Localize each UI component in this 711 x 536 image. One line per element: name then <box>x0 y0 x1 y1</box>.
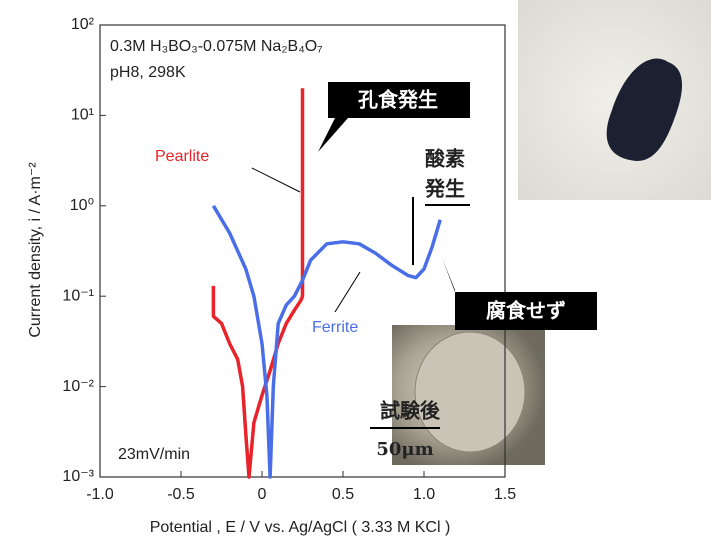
micrograph-photo <box>518 0 711 200</box>
x-tick-label: -1.0 <box>86 486 114 503</box>
y-tick-label: 10⁻² <box>62 378 94 395</box>
x-tick-label: -0.5 <box>167 486 195 503</box>
plot-frame <box>99 24 506 478</box>
x-tick-label: 1.5 <box>494 486 516 503</box>
chart-title: 0.3M H₃BO₃-0.075M Na₂B₄O₇ <box>110 38 323 55</box>
y-axis-label: Current density, i / A·m⁻² <box>27 162 44 338</box>
annotation: 試験後 <box>380 399 441 423</box>
y-tick-label: 10⁻³ <box>62 468 94 485</box>
y-tick-label: 10² <box>71 16 95 33</box>
arrow <box>251 167 301 193</box>
x-tick-label: 0.5 <box>332 486 354 503</box>
series-label: Ferrite <box>312 319 358 336</box>
data-line <box>211 88 305 479</box>
annotation: 酸素 <box>425 147 465 171</box>
annotation: 孔食発生 <box>358 88 438 112</box>
callout-box <box>318 82 470 152</box>
callout-box <box>442 258 597 330</box>
annotation: 発生 <box>424 177 465 201</box>
pit-image <box>606 58 683 161</box>
series-label: Pearlite <box>155 148 209 165</box>
annotation: 50μm <box>376 439 433 460</box>
specimen-image <box>414 331 526 453</box>
data-line <box>211 204 442 479</box>
x-tick-label: 0 <box>258 486 267 503</box>
chart-subtitle: pH8, 298K <box>110 64 186 81</box>
y-tick-label: 10⁻¹ <box>62 287 94 304</box>
arrow <box>334 271 361 313</box>
annotation: 腐食せず <box>486 299 566 323</box>
x-axis-label: Potential , E / V vs. Ag/AgCl ( 3.33 M K… <box>150 519 451 536</box>
annotation: 23mV/min <box>118 446 190 463</box>
y-tick-label: 10¹ <box>71 107 94 124</box>
x-tick-label: 1.0 <box>413 486 435 503</box>
y-tick-label: 10⁰ <box>70 197 94 214</box>
